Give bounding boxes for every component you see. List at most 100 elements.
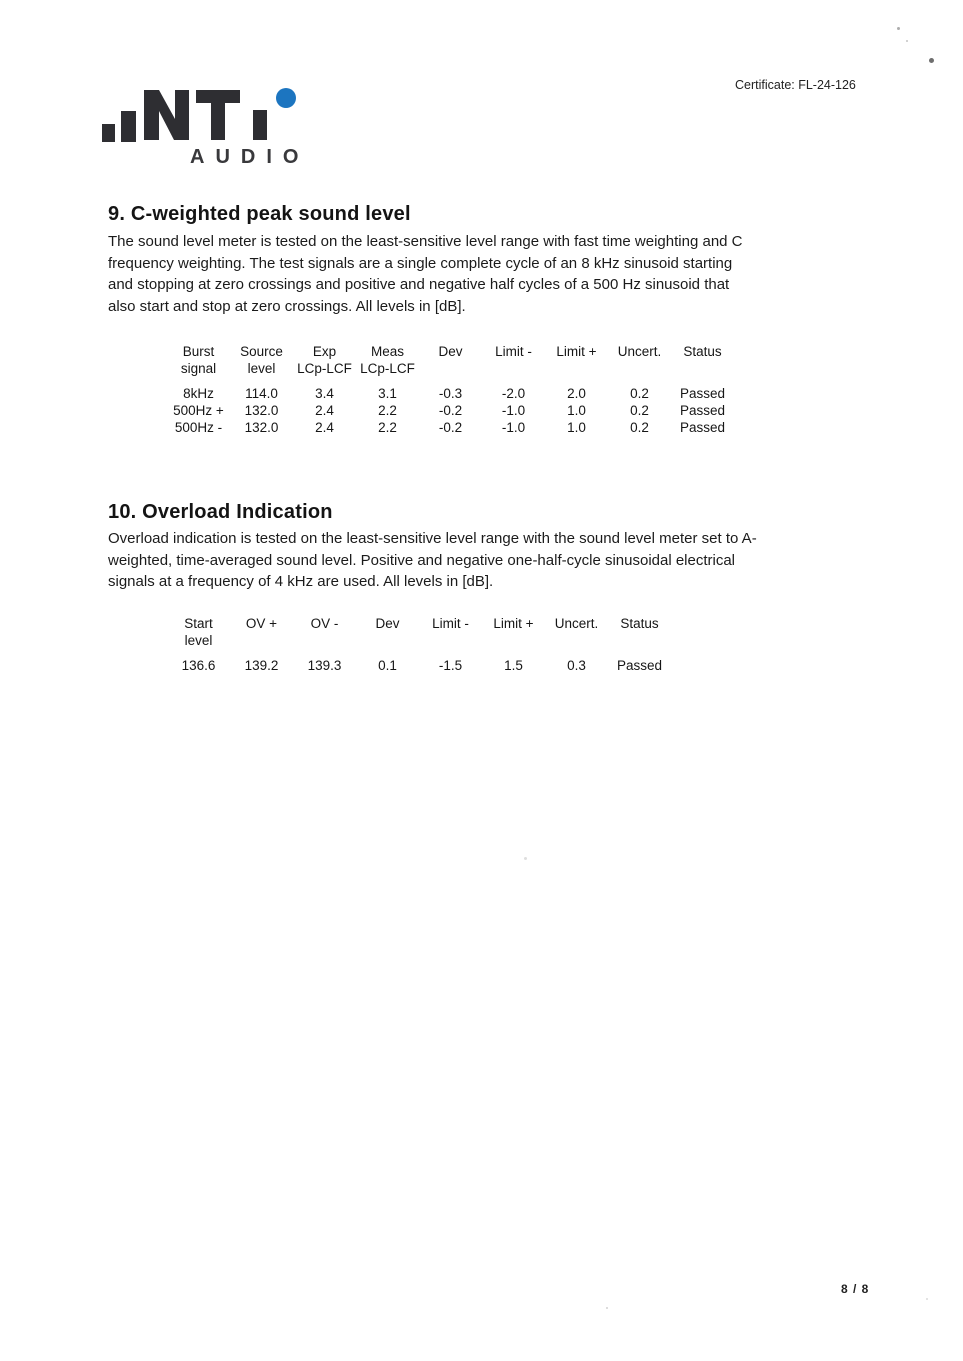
table-rows: 8kHz 114.0 3.4 3.1 -0.3 -2.0 2.0 0.2 Passed 500Hz… — [167, 385, 734, 436]
column-header: Uncert. — [608, 343, 671, 377]
column-header-line2 — [545, 360, 608, 377]
table-cell: 2.0 — [567, 386, 586, 401]
scan-artifact — [906, 40, 908, 42]
column-header-line1: Limit + — [493, 616, 534, 631]
column-header-line1: Dev — [375, 616, 400, 631]
table-cell: 1.0 — [567, 420, 586, 435]
section-10-body: Overload indication is tested on the lea… — [108, 528, 868, 593]
column-header-line1: Limit + — [556, 344, 597, 359]
table-cell: 132.0 — [244, 420, 279, 435]
column-header-line1: Meas — [370, 344, 404, 359]
logo-letter-n — [144, 90, 189, 140]
peak-sound-level-table: Burst signal Source level Exp LCp-LCF Meas LCp-… — [167, 343, 734, 436]
column-header-line2 — [356, 632, 419, 649]
table-cell: 2.4 — [315, 420, 334, 435]
table-cell: 2.2 — [378, 420, 397, 435]
body-text-line: also start and stop at zero crossings. A… — [108, 297, 466, 315]
column-header-line2: signal — [180, 361, 217, 376]
table-cell: -0.3 — [438, 386, 463, 401]
table-cell: 500Hz + — [173, 403, 224, 418]
scan-artifact — [524, 857, 527, 860]
scan-artifact — [606, 1307, 608, 1309]
table-cell: -0.2 — [438, 403, 463, 418]
column-header-line2 — [293, 632, 356, 649]
section-10-heading: 10. Overload Indication — [108, 501, 333, 523]
column-header-line1: Exp — [312, 344, 337, 359]
column-header-line2: level — [247, 361, 276, 376]
column-header-line1: OV - — [310, 616, 339, 631]
column-header-line2 — [608, 632, 671, 649]
column-header: Limit - — [482, 343, 545, 377]
table-row: 8kHz 114.0 3.4 3.1 -0.3 -2.0 2.0 0.2 Passed — [167, 385, 734, 402]
body-text-line: frequency weighting. The test signals ar… — [108, 254, 733, 272]
body-text-line: and stopping at zero crossings and posit… — [108, 276, 730, 293]
table-cell: -1.0 — [501, 403, 526, 418]
table-cell: 1.0 — [567, 403, 586, 418]
column-header-line1: Status — [683, 344, 722, 359]
column-header-line2 — [230, 632, 293, 649]
column-header-line2 — [545, 632, 608, 649]
column-header: Source level — [230, 343, 293, 377]
column-header-line1: Source — [240, 344, 283, 359]
table-cell: -1.0 — [501, 420, 526, 435]
table-cell: 139.2 — [244, 658, 279, 673]
column-header-line2 — [482, 360, 545, 377]
table-cell: Passed — [679, 420, 726, 435]
table-cell: -0.2 — [438, 420, 463, 435]
table-cell: 0.1 — [378, 658, 397, 673]
column-header-line2: level — [184, 633, 213, 648]
table-rows: 136.6 139.2 139.3 0.1 -1.5 1.5 0.3 Passed — [167, 657, 671, 674]
column-header-line2: LCp-LCF — [360, 361, 415, 376]
column-header-line2 — [608, 360, 671, 377]
body-text-line: Overload indication is tested on the lea… — [108, 530, 757, 547]
body-text-line: signals at a frequency of 4 kHz are used… — [108, 573, 494, 590]
table-row: 136.6 139.2 139.3 0.1 -1.5 1.5 0.3 Passed — [167, 657, 671, 674]
column-header-line2: LCp-LCF — [297, 361, 352, 376]
overload-indication-table: Start level OV + OV - Dev Limit - Limit + Uncer… — [167, 615, 671, 674]
scan-artifact — [929, 58, 934, 63]
table-cell: 114.0 — [245, 386, 278, 401]
logo-bar-small — [102, 124, 115, 142]
column-header-line1: OV + — [245, 616, 278, 631]
column-header-line2 — [419, 632, 482, 649]
table-cell: 2.2 — [378, 403, 397, 418]
column-header-line1: Limit - — [495, 344, 532, 359]
nti-logo-mark — [102, 88, 296, 142]
column-header: Dev — [356, 615, 419, 649]
column-header: Exp LCp-LCF — [293, 343, 356, 377]
column-header: Limit + — [482, 615, 545, 649]
column-header: OV + — [230, 615, 293, 649]
logo-letter-i-stem — [253, 110, 267, 140]
table-cell: -1.5 — [438, 658, 463, 673]
certificate-number: Certificate: FL-24-126 — [735, 78, 856, 92]
page-number: 8 / 8 — [841, 1282, 870, 1296]
scan-artifact — [897, 27, 900, 30]
table-cell: Passed — [679, 386, 726, 401]
table-cell: -2.0 — [501, 386, 526, 401]
column-header-line2 — [419, 360, 482, 377]
table-cell: 0.2 — [630, 386, 649, 401]
body-text-line: weighted, time-averaged sound level. Pos… — [108, 551, 736, 569]
column-header-line2 — [671, 360, 734, 377]
table-row: 500Hz + 132.0 2.4 2.2 -0.2 -1.0 1.0 0.2 Passed — [167, 402, 734, 419]
column-header-line1: Uncert. — [617, 344, 662, 359]
column-header-line2 — [482, 632, 545, 649]
nti-audio-logo: AUDIO — [100, 86, 310, 170]
section-9-body: The sound level meter is tested on the l… — [108, 231, 868, 317]
column-header: Dev — [419, 343, 482, 377]
logo-letter-t — [196, 90, 240, 140]
table-header-row: Burst signal Source level Exp LCp-LCF Meas LCp-… — [167, 343, 734, 377]
table-cell: 136.6 — [181, 658, 216, 673]
column-header: Status — [671, 343, 734, 377]
table-cell: 0.2 — [630, 403, 649, 418]
column-header-line1: Status — [620, 616, 659, 631]
column-header: Start level — [167, 615, 230, 649]
column-header: Limit + — [545, 343, 608, 377]
column-header: Uncert. — [545, 615, 608, 649]
column-header-line1: Burst — [182, 344, 215, 359]
column-header-line1: Limit - — [432, 616, 469, 631]
body-text-line: The sound level meter is tested on the l… — [108, 233, 743, 250]
table-cell: 1.5 — [504, 658, 523, 673]
table-cell: 2.4 — [315, 403, 334, 418]
table-cell: 0.3 — [567, 658, 586, 673]
